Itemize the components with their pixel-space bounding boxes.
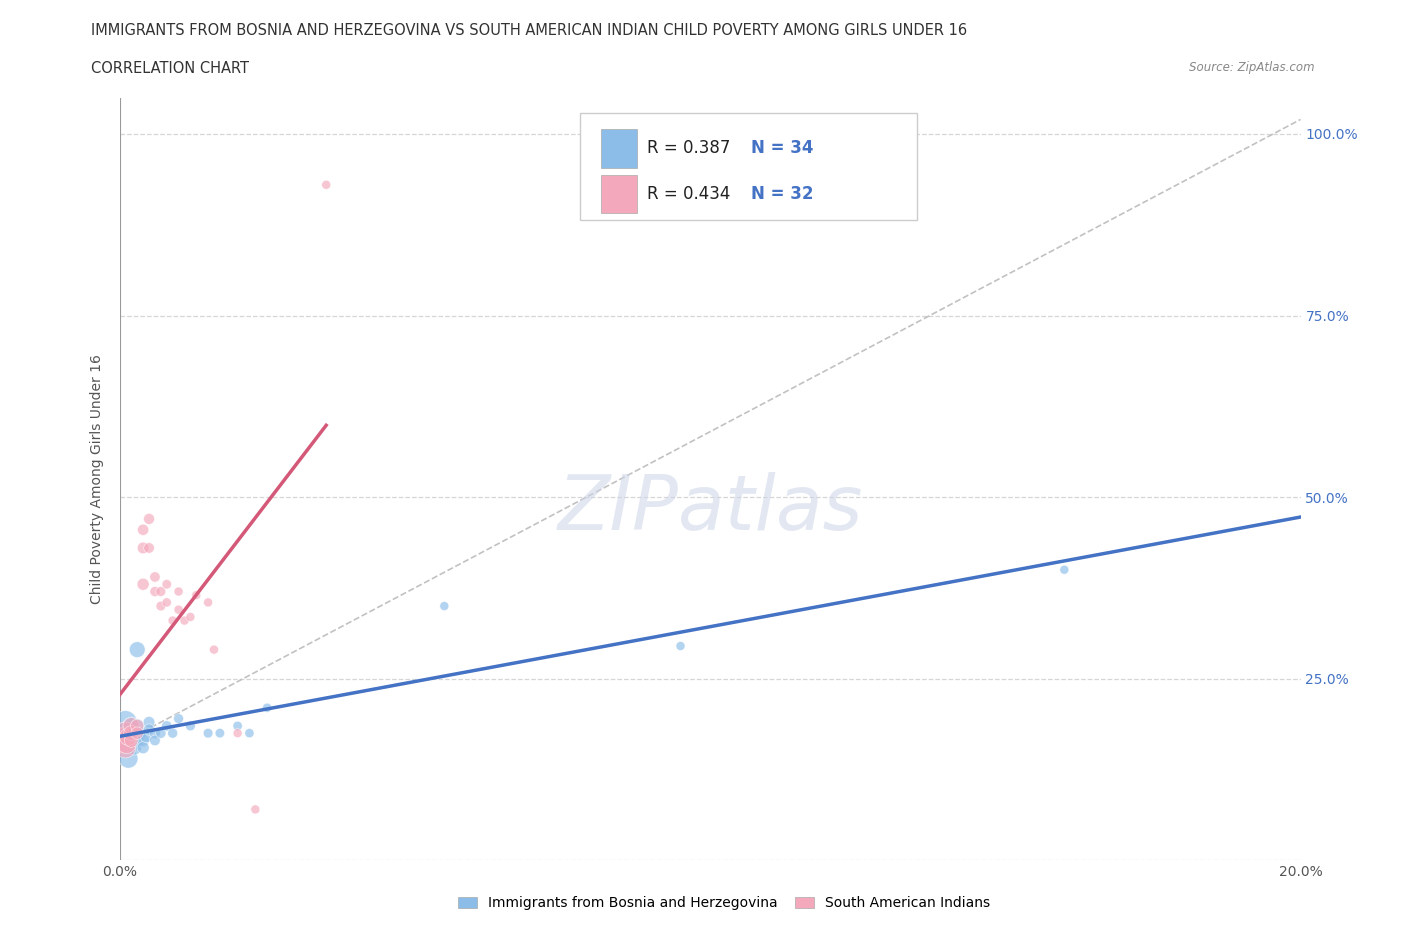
Point bbox=[120, 719, 142, 734]
Point bbox=[135, 729, 157, 744]
Point bbox=[143, 584, 166, 599]
Text: R = 0.387: R = 0.387 bbox=[647, 140, 731, 157]
Point bbox=[117, 737, 139, 751]
Point bbox=[114, 725, 136, 740]
Point bbox=[162, 725, 184, 740]
Point bbox=[132, 733, 155, 748]
Point bbox=[315, 178, 337, 193]
Point bbox=[156, 577, 179, 591]
Point bbox=[129, 725, 152, 740]
Point bbox=[111, 733, 134, 748]
Point bbox=[120, 725, 142, 740]
Point bbox=[127, 643, 149, 658]
Text: N = 34: N = 34 bbox=[751, 140, 814, 157]
Point bbox=[149, 725, 172, 740]
Point bbox=[433, 599, 456, 614]
Point bbox=[114, 725, 136, 740]
Point bbox=[149, 599, 172, 614]
Point bbox=[117, 729, 139, 744]
Point bbox=[121, 725, 143, 740]
Point bbox=[143, 725, 166, 740]
Point bbox=[120, 733, 142, 748]
Point bbox=[167, 603, 190, 618]
Point bbox=[167, 584, 190, 599]
Point bbox=[138, 715, 160, 730]
Point bbox=[256, 700, 278, 715]
Point bbox=[197, 725, 219, 740]
Text: N = 32: N = 32 bbox=[751, 185, 814, 203]
Point bbox=[197, 595, 219, 610]
Point bbox=[238, 725, 260, 740]
Point bbox=[124, 740, 146, 755]
Point bbox=[120, 719, 142, 734]
Point bbox=[245, 802, 267, 817]
Point bbox=[127, 719, 149, 734]
Text: R = 0.434: R = 0.434 bbox=[647, 185, 731, 203]
Y-axis label: Child Poverty Among Girls Under 16: Child Poverty Among Girls Under 16 bbox=[90, 354, 104, 604]
Text: Source: ZipAtlas.com: Source: ZipAtlas.com bbox=[1189, 61, 1315, 74]
Point bbox=[111, 733, 134, 748]
Point bbox=[186, 588, 208, 603]
Point bbox=[114, 715, 136, 730]
Point bbox=[167, 711, 190, 726]
Point bbox=[138, 722, 160, 737]
Point bbox=[127, 719, 149, 734]
Point bbox=[132, 577, 155, 591]
Point bbox=[132, 740, 155, 755]
Point bbox=[127, 725, 149, 740]
Point bbox=[138, 540, 160, 555]
Point bbox=[114, 740, 136, 755]
FancyBboxPatch shape bbox=[602, 175, 637, 214]
Point bbox=[208, 725, 231, 740]
Point bbox=[156, 719, 179, 734]
Point bbox=[202, 643, 225, 658]
Point bbox=[138, 512, 160, 526]
Point bbox=[115, 737, 138, 751]
Point bbox=[120, 729, 142, 744]
Point bbox=[226, 719, 249, 734]
Point bbox=[179, 609, 201, 624]
Point bbox=[143, 733, 166, 748]
Point bbox=[149, 584, 172, 599]
Point bbox=[132, 540, 155, 555]
Legend: Immigrants from Bosnia and Herzegovina, South American Indians: Immigrants from Bosnia and Herzegovina, … bbox=[453, 891, 995, 916]
Point bbox=[669, 639, 692, 654]
Point bbox=[162, 613, 184, 628]
FancyBboxPatch shape bbox=[581, 113, 917, 219]
Point bbox=[1053, 563, 1076, 578]
Text: CORRELATION CHART: CORRELATION CHART bbox=[91, 61, 249, 76]
Point bbox=[115, 729, 138, 744]
FancyBboxPatch shape bbox=[602, 129, 637, 168]
Point bbox=[132, 523, 155, 538]
Point bbox=[179, 719, 201, 734]
Point bbox=[173, 613, 195, 628]
Point bbox=[127, 733, 149, 748]
Point bbox=[117, 751, 139, 766]
Point bbox=[143, 569, 166, 584]
Text: ZIPatlas: ZIPatlas bbox=[557, 472, 863, 547]
Point bbox=[226, 725, 249, 740]
Point bbox=[156, 595, 179, 610]
Text: IMMIGRANTS FROM BOSNIA AND HERZEGOVINA VS SOUTH AMERICAN INDIAN CHILD POVERTY AM: IMMIGRANTS FROM BOSNIA AND HERZEGOVINA V… bbox=[91, 23, 967, 38]
